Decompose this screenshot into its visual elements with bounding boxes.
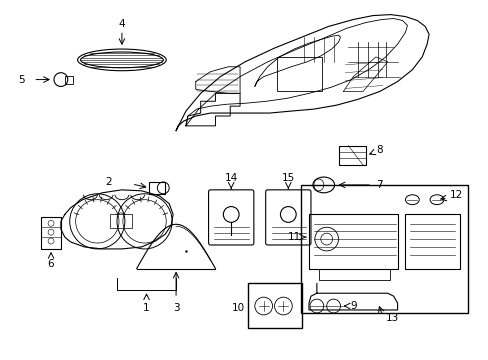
- Text: 15: 15: [281, 173, 294, 183]
- Bar: [318, 269, 389, 280]
- Text: 10: 10: [231, 303, 244, 313]
- Bar: [277, 57, 321, 91]
- Text: 2: 2: [105, 177, 112, 187]
- Text: 8: 8: [375, 145, 382, 156]
- Bar: [308, 215, 397, 269]
- Bar: [149, 182, 165, 194]
- Text: 1: 1: [143, 303, 149, 313]
- Bar: [338, 145, 366, 165]
- Text: 13: 13: [385, 313, 398, 323]
- Text: 14: 14: [224, 173, 237, 183]
- Bar: [301, 185, 468, 313]
- Bar: [247, 283, 302, 328]
- Bar: [41, 217, 61, 249]
- Text: 12: 12: [449, 190, 462, 200]
- Bar: [110, 215, 131, 228]
- Bar: [405, 215, 459, 269]
- Text: 7: 7: [375, 180, 382, 190]
- Text: 4: 4: [119, 19, 125, 30]
- Text: 9: 9: [349, 301, 356, 311]
- Text: 6: 6: [48, 259, 54, 269]
- Bar: [65, 76, 73, 84]
- Text: 5: 5: [18, 75, 25, 85]
- Text: 11: 11: [287, 232, 301, 242]
- Text: 3: 3: [172, 303, 179, 313]
